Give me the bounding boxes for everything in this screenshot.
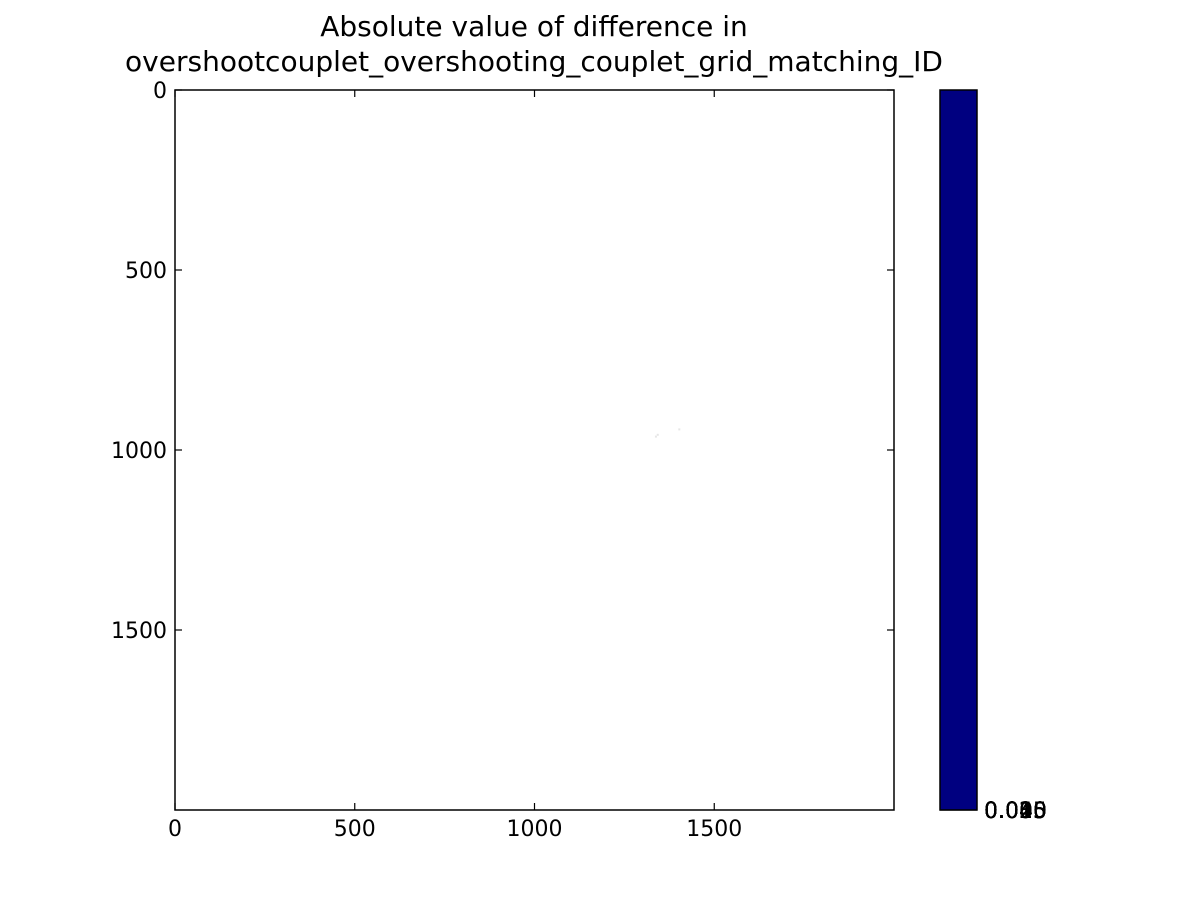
chart-title-line-2: overshootcouplet_overshooting_couplet_gr… xyxy=(125,45,943,78)
heatmap-speck xyxy=(654,435,657,438)
heatmap-background xyxy=(175,90,894,810)
y-tick-label: 1000 xyxy=(111,439,167,464)
colorbar: 0.0000.0050.0100.0150.0200.0250.0300.035… xyxy=(939,89,1047,824)
y-tick-label: 0 xyxy=(153,79,167,104)
x-tick-label: 500 xyxy=(334,817,376,842)
colorbar-tick-label: 0.035 xyxy=(984,799,1047,824)
y-tick-label: 1500 xyxy=(111,619,167,644)
y-axis: 0 500 1000 1500 xyxy=(111,79,894,644)
colorbar-tick-label: 0.025 xyxy=(984,799,1047,824)
heatmap-speck xyxy=(656,433,659,436)
y-tick-label: 500 xyxy=(125,259,167,284)
plot-area: 0 500 1000 1500 0 500 1000 1500 xyxy=(111,79,895,842)
colorbar-tick-label: 0.005 xyxy=(984,799,1047,824)
heatmap-speck xyxy=(678,428,681,431)
x-tick-label: 0 xyxy=(168,817,182,842)
colorbar-tick-label: 0.045 xyxy=(984,799,1047,824)
colorbar-tick-label: 0.020 xyxy=(984,799,1047,824)
colorbar-tick-label: 0.015 xyxy=(984,799,1047,824)
heatmap-specks xyxy=(654,428,681,438)
chart-title: Absolute value of difference in overshoo… xyxy=(125,10,943,78)
colorbar-tick-label: 0.030 xyxy=(984,799,1047,824)
x-tick-label: 1000 xyxy=(507,817,563,842)
colorbar-fill xyxy=(939,89,978,811)
colorbar-tick-label: 0.010 xyxy=(984,799,1047,824)
x-axis: 0 500 1000 1500 xyxy=(168,90,742,842)
chart-title-line-1: Absolute value of difference in xyxy=(320,10,748,43)
colorbar-tick-label: 0.040 xyxy=(984,799,1047,824)
colorbar-tick-label: 0.000 xyxy=(984,799,1047,824)
colorbar-tick-labels: 0.0000.0050.0100.0150.0200.0250.0300.035… xyxy=(984,799,1047,824)
x-tick-label: 1500 xyxy=(686,817,742,842)
